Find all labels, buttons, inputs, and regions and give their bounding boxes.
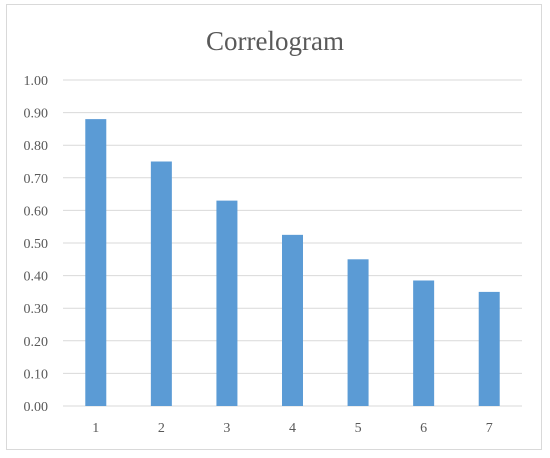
bars: [85, 119, 500, 407]
y-tick-label: 0.60: [24, 204, 49, 219]
bar-3: [216, 200, 238, 406]
x-axis-tick-labels: 1 2 3 4 5 6 7: [92, 421, 492, 436]
chart-title: Correlogram: [206, 26, 344, 56]
x-tick-label: 6: [420, 421, 427, 436]
bar-1: [85, 119, 107, 407]
y-tick-label: 0.20: [24, 335, 49, 350]
y-tick-label: 0.10: [24, 367, 49, 382]
bar-7: [478, 291, 500, 406]
y-tick-label: 1.00: [24, 74, 49, 89]
y-tick-label: 0.70: [24, 172, 49, 187]
x-tick-label: 5: [355, 421, 362, 436]
y-tick-label: 0.90: [24, 107, 49, 122]
y-tick-label: 0.30: [24, 302, 49, 317]
x-tick-label: 1: [92, 421, 99, 436]
bar-2: [150, 161, 172, 406]
x-tick-label: 4: [289, 421, 296, 436]
y-tick-label: 0.40: [24, 270, 49, 285]
bar-6: [413, 280, 435, 406]
y-tick-label: 0.50: [24, 237, 49, 252]
bar-4: [282, 234, 303, 406]
x-tick-label: 3: [223, 421, 230, 436]
y-axis-tick-labels: 0.00 0.10 0.20 0.30 0.40 0.50 0.60 0.70 0.80 0.90…: [24, 74, 49, 415]
x-tick-label: 2: [158, 421, 165, 436]
y-tick-label: 0.80: [24, 139, 49, 154]
gridlines: [63, 79, 522, 407]
x-tick-label: 7: [486, 421, 493, 436]
y-tick-label: 0.00: [24, 400, 49, 415]
bar-5: [347, 259, 369, 406]
